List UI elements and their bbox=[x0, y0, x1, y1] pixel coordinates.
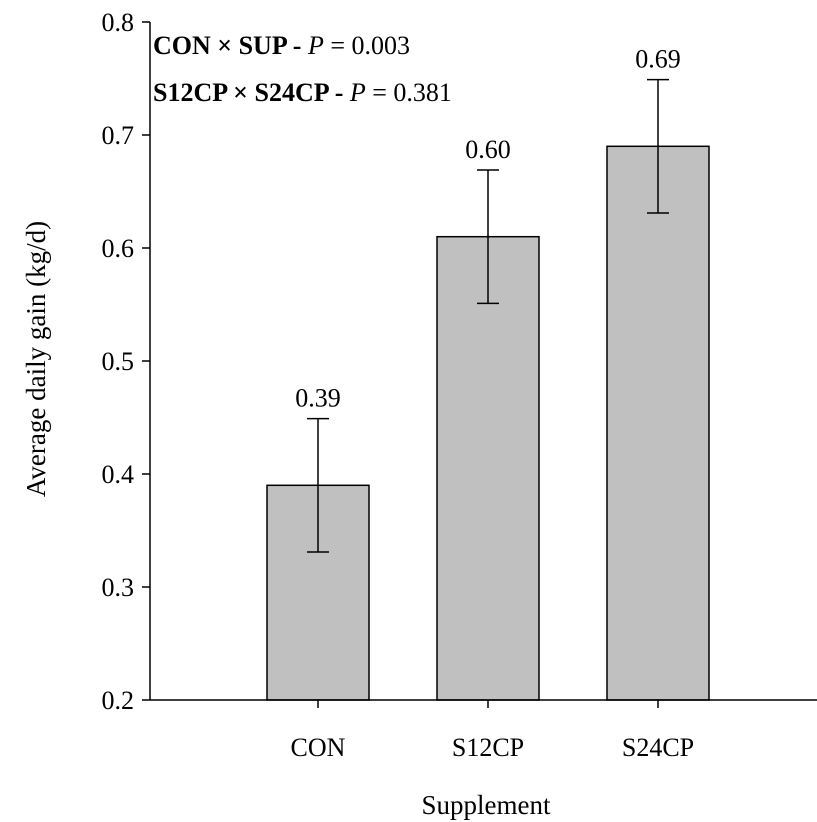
annotations-layer: CON × SUP - P = 0.003 S12CP × S24CP - P =… bbox=[153, 31, 452, 107]
data-label-s12cp: 0.60 bbox=[465, 135, 511, 164]
error-bars-layer bbox=[307, 78, 669, 553]
p-value-annotation-1: CON × SUP - P = 0.003 bbox=[153, 31, 410, 60]
bar-s24cp bbox=[606, 145, 710, 701]
x-tick-label-s24cp: S24CP bbox=[622, 733, 694, 762]
x-tick-label-con: CON bbox=[291, 733, 346, 762]
y-axis-title: Average daily gain (kg/d) bbox=[21, 221, 51, 497]
data-label-con: 0.39 bbox=[295, 384, 341, 413]
y-tick-label-0.2: 0.2 bbox=[102, 686, 135, 715]
y-tick-label-0.3: 0.3 bbox=[102, 573, 135, 602]
y-tick-label-0.7: 0.7 bbox=[102, 121, 135, 150]
p-value-annotation-2: S12CP × S24CP - P = 0.381 bbox=[153, 78, 452, 107]
data-labels-layer: 0.39 0.60 0.69 bbox=[295, 45, 681, 413]
y-tick-label-0.6: 0.6 bbox=[102, 234, 135, 263]
x-axis-title: Supplement bbox=[422, 790, 551, 820]
x-tick-label-s12cp: S12CP bbox=[452, 733, 524, 762]
data-label-s24cp: 0.69 bbox=[635, 45, 681, 74]
y-tick-label-0.8: 0.8 bbox=[102, 8, 135, 37]
bar-s12cp bbox=[436, 235, 540, 701]
y-tick-label-0.4: 0.4 bbox=[102, 460, 135, 489]
y-tick-label-0.5: 0.5 bbox=[102, 347, 135, 376]
axes-layer: CON S12CP S24CP 0.2 0.3 0.4 0.5 0.6 0.7 0.8 bbox=[102, 8, 817, 762]
